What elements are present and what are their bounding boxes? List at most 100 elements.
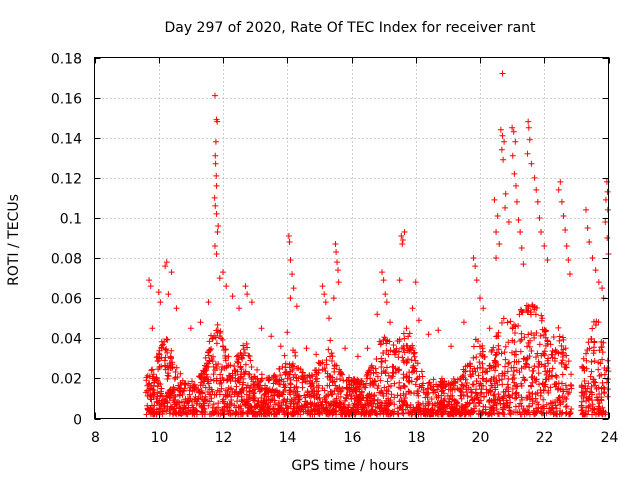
data-point	[531, 174, 538, 181]
band-point	[383, 397, 390, 404]
band-point	[160, 408, 167, 415]
band-point	[321, 396, 328, 403]
band-point	[529, 395, 536, 402]
band-point	[517, 411, 524, 418]
band-point	[512, 390, 519, 397]
band-point	[432, 400, 439, 407]
band-point	[401, 335, 408, 342]
data-point	[213, 251, 220, 258]
band-point	[535, 364, 542, 371]
band-point	[518, 394, 525, 401]
band-point	[189, 398, 196, 405]
band-point	[400, 330, 407, 337]
band-point	[291, 384, 298, 391]
band-point	[313, 369, 320, 376]
x-axis-label: GPS time / hours	[291, 458, 408, 474]
band-point	[411, 408, 418, 415]
data-point	[534, 198, 541, 205]
data-point	[412, 279, 419, 286]
band-point	[234, 398, 241, 405]
band-point	[216, 391, 223, 398]
band-point	[155, 350, 162, 357]
data-point	[604, 206, 611, 213]
band-point	[533, 354, 540, 361]
band-point	[586, 393, 593, 400]
band-point	[531, 363, 538, 370]
band-point	[323, 393, 330, 400]
band-point	[472, 403, 479, 410]
data-point	[528, 160, 535, 167]
band-point	[200, 367, 207, 374]
band-point	[233, 409, 240, 416]
chart-title: Day 297 of 2020, Rate Of TEC Index for r…	[164, 20, 536, 36]
band-point	[299, 379, 306, 386]
band-point	[333, 411, 340, 418]
band-point	[581, 391, 588, 398]
band-point	[337, 407, 344, 414]
band-point	[316, 360, 323, 367]
band-point	[251, 394, 258, 401]
band-point	[340, 377, 347, 384]
band-point	[588, 383, 595, 390]
band-point	[588, 389, 595, 396]
y-tick-label: 0	[73, 413, 82, 429]
band-point	[518, 336, 525, 343]
band-point	[586, 402, 593, 409]
band-point	[395, 411, 402, 418]
data-point	[555, 186, 562, 193]
band-point	[255, 401, 262, 408]
band-point	[390, 342, 397, 349]
band-point	[355, 394, 362, 401]
y-tick-label: 0.02	[51, 372, 82, 388]
band-point	[442, 408, 449, 415]
band-point	[295, 399, 302, 406]
band-point	[163, 393, 170, 400]
band-point	[387, 400, 394, 407]
data-point	[354, 353, 361, 360]
band-point	[500, 315, 507, 322]
band-point	[252, 403, 259, 410]
data-point	[212, 160, 219, 167]
band-point	[291, 405, 298, 412]
band-point	[590, 405, 597, 412]
band-point	[433, 393, 440, 400]
band-point	[412, 357, 419, 364]
band-point	[169, 404, 176, 411]
band-point	[592, 382, 599, 389]
band-point	[239, 411, 246, 418]
data-point	[538, 228, 545, 235]
data-point	[383, 299, 390, 306]
band-point	[476, 383, 483, 390]
data-point	[509, 152, 516, 159]
band-point	[360, 394, 367, 401]
band-point	[545, 355, 552, 362]
band-point	[220, 343, 227, 350]
band-point	[170, 406, 177, 413]
band-point	[283, 398, 290, 405]
data-point	[155, 289, 162, 296]
band-point	[413, 376, 420, 383]
band-point	[418, 368, 425, 375]
band-point	[588, 368, 595, 375]
band-point	[449, 392, 456, 399]
data-point	[584, 224, 591, 231]
band-point	[169, 364, 176, 371]
band-point	[162, 366, 169, 373]
data-point	[399, 241, 406, 248]
band-point	[315, 382, 322, 389]
band-point	[286, 387, 293, 394]
band-point	[513, 351, 520, 358]
band-point	[408, 378, 415, 385]
band-point	[195, 389, 202, 396]
data-point	[501, 138, 508, 145]
data-point	[602, 196, 609, 203]
band-point	[549, 405, 556, 412]
band-point	[220, 398, 227, 405]
band-point	[401, 349, 408, 356]
band-point	[205, 352, 212, 359]
data-point	[494, 212, 501, 219]
band-point	[473, 378, 480, 385]
band-point	[400, 390, 407, 397]
band-point	[224, 404, 231, 411]
grid	[94, 57, 609, 419]
